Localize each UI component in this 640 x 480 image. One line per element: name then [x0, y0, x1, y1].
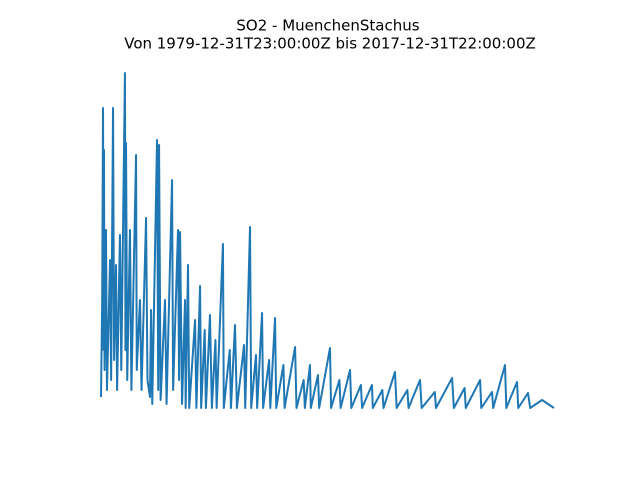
chart-title: SO2 - MuenchenStachus: [236, 17, 419, 35]
chart-subtitle: Von 1979-12-31T23:00:00Z bis 2017-12-31T…: [124, 35, 536, 53]
line-series: [100, 72, 555, 409]
